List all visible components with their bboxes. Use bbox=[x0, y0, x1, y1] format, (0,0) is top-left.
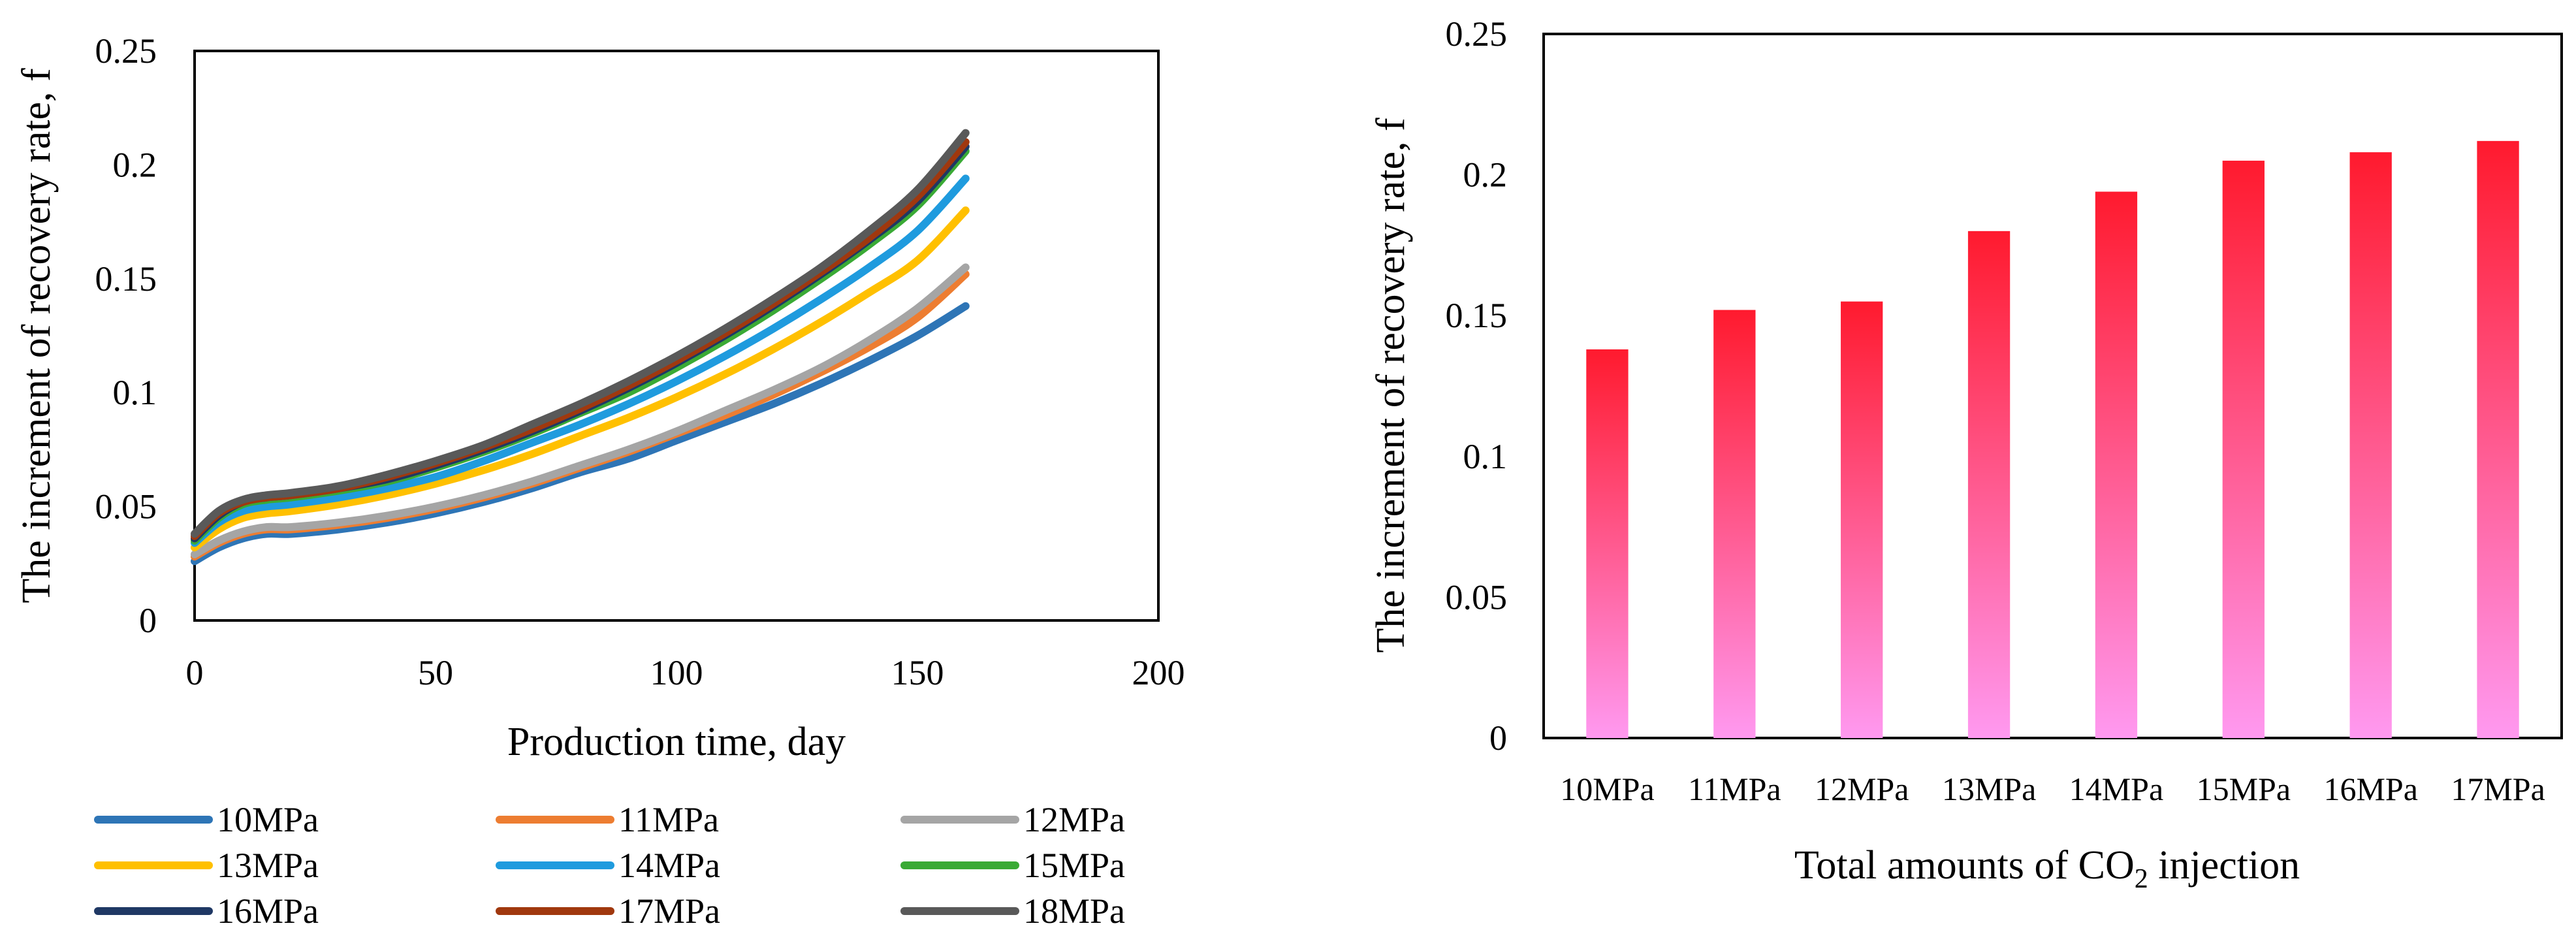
legend-label: 10MPa bbox=[217, 800, 319, 839]
legend-label: 12MPa bbox=[1023, 800, 1125, 839]
bar-x-tick-label: 16MPa bbox=[2323, 771, 2417, 807]
line-x-axis-title: Production time, day bbox=[507, 720, 846, 764]
line-y-tick-label: 0.1 bbox=[113, 373, 157, 412]
bar-y-tick-label: 0.15 bbox=[1446, 296, 1508, 335]
bar-y-axis-title: The increment of recovery rate, f bbox=[1369, 118, 1413, 653]
bar-y-tick-label: 0.05 bbox=[1446, 577, 1508, 617]
bar-x-ticks: 10MPa 11MPa 12MPa 13MPa 14MPa 15MPa 16MPa 17MPa bbox=[1560, 771, 2545, 807]
legend-entry-12MPa: 12MPa bbox=[900, 800, 1125, 839]
line-series-14MPa bbox=[191, 174, 970, 547]
line-x-ticks: 0 50 100 150 200 bbox=[186, 653, 1185, 692]
line-series-13MPa bbox=[191, 206, 970, 552]
line-y-tick-label: 0 bbox=[139, 601, 157, 640]
bar-plot-frame bbox=[1542, 33, 2563, 739]
bar-12MPa bbox=[1841, 301, 1883, 738]
line-x-tick-label: 200 bbox=[1132, 653, 1185, 692]
line-series-18MPa bbox=[191, 129, 970, 538]
legend-label: 17MPa bbox=[618, 891, 720, 931]
line-x-tick-label: 100 bbox=[650, 653, 703, 692]
bar-y-tick-label: 0.1 bbox=[1463, 437, 1508, 476]
bar-17MPa bbox=[2477, 140, 2519, 738]
bar-10MPa bbox=[1586, 349, 1629, 738]
line-series-17MPa bbox=[191, 138, 970, 540]
legend-entry-17MPa: 17MPa bbox=[496, 891, 720, 931]
bar-x-tick-label: 11MPa bbox=[1688, 771, 1781, 807]
bar-x-tick-label: 17MPa bbox=[2451, 771, 2545, 807]
line-series-12MPa bbox=[191, 263, 970, 558]
bar-y-tick-label: 0 bbox=[1489, 718, 1507, 758]
legend-label: 11MPa bbox=[618, 800, 719, 839]
line-x-tick-label: 0 bbox=[186, 653, 204, 692]
line-y-tick-label: 0.25 bbox=[95, 31, 157, 71]
bar-chart: 10MPa 11MPa 12MPa 13MPa 14MPa 15MPa 16MPa 17MPa… bbox=[1369, 14, 2563, 894]
line-legend: 10MPa 11MPa 12MPa 13MPa 14MPa 15MPa 16MPa 17MPa… bbox=[94, 800, 1125, 931]
line-series-15MPa bbox=[191, 147, 970, 545]
legend-label: 18MPa bbox=[1023, 891, 1125, 931]
line-y-tick-label: 0.05 bbox=[95, 487, 157, 526]
legend-entry-18MPa: 18MPa bbox=[900, 891, 1125, 931]
bar-x-tick-label: 13MPa bbox=[1942, 771, 2036, 807]
line-x-tick-label: 50 bbox=[418, 653, 453, 692]
line-series-group bbox=[191, 129, 970, 566]
bar-y-ticks: 0 0.05 0.1 0.15 0.2 0.25 bbox=[1446, 14, 1508, 758]
bar-x-axis-title-subscript: 2 bbox=[2135, 864, 2148, 894]
legend-entry-16MPa: 16MPa bbox=[94, 891, 319, 931]
bar-y-tick-label: 0.2 bbox=[1463, 155, 1508, 195]
legend-entry-15MPa: 15MPa bbox=[900, 846, 1125, 885]
bar-11MPa bbox=[1713, 310, 1756, 738]
legend-entry-10MPa: 10MPa bbox=[94, 800, 319, 839]
bar-x-tick-label: 12MPa bbox=[1815, 771, 1909, 807]
bar-series-group bbox=[1586, 140, 2519, 739]
legend-entry-14MPa: 14MPa bbox=[496, 846, 720, 885]
bar-x-axis-title: Total amounts of CO2 injection bbox=[1794, 843, 2300, 894]
bar-x-tick-label: 14MPa bbox=[2069, 771, 2163, 807]
line-series-10MPa bbox=[191, 302, 970, 566]
legend-entry-11MPa: 11MPa bbox=[496, 800, 719, 839]
line-y-axis-title: The increment of recovery rate, f bbox=[14, 68, 59, 603]
legend-label: 16MPa bbox=[217, 891, 319, 931]
line-x-tick-label: 150 bbox=[891, 653, 944, 692]
legend-entry-13MPa: 13MPa bbox=[94, 846, 319, 885]
bar-y-tick-label: 0.25 bbox=[1446, 14, 1508, 54]
line-y-tick-label: 0.15 bbox=[95, 259, 157, 298]
line-y-ticks: 0 0.05 0.1 0.15 0.2 0.25 bbox=[95, 31, 157, 640]
line-series-16MPa bbox=[191, 142, 970, 543]
line-y-tick-label: 0.2 bbox=[113, 145, 157, 184]
bar-15MPa bbox=[2222, 161, 2265, 739]
bar-16MPa bbox=[2349, 152, 2392, 738]
bar-14MPa bbox=[2095, 191, 2138, 738]
legend-label: 15MPa bbox=[1023, 846, 1125, 885]
line-chart: 0 50 100 150 200 0 0.05 0.1 0.15 0.2 0.25 Product… bbox=[14, 31, 1185, 931]
legend-label: 14MPa bbox=[618, 846, 720, 885]
legend-label: 13MPa bbox=[217, 846, 319, 885]
bar-x-tick-label: 10MPa bbox=[1560, 771, 1654, 807]
bar-13MPa bbox=[1967, 231, 2011, 739]
line-plot-frame bbox=[193, 50, 1160, 622]
bar-x-tick-label: 15MPa bbox=[2197, 771, 2291, 807]
